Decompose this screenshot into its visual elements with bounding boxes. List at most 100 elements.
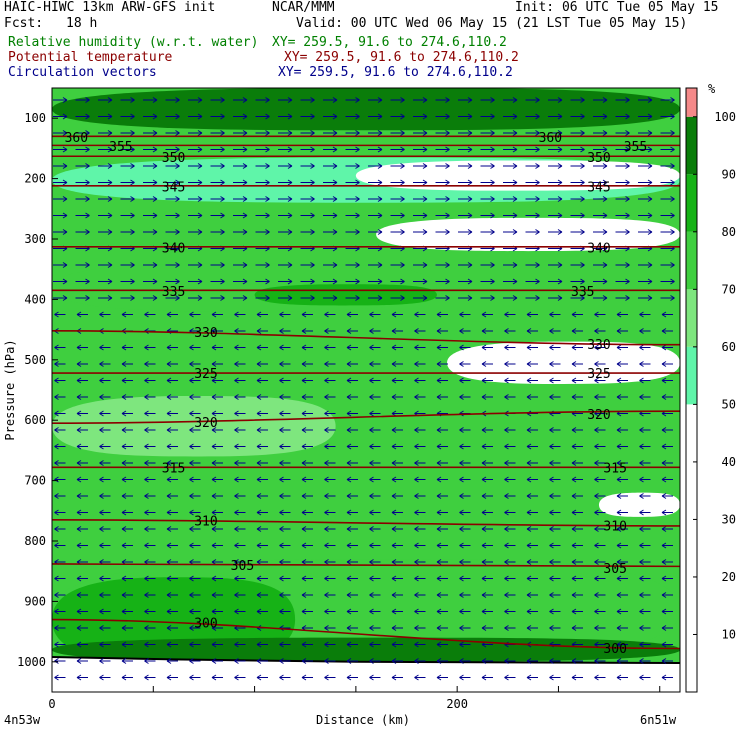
wind-vector [211,608,223,615]
wind-vector [234,311,246,318]
wind-vector [166,460,178,466]
wind-vector [435,278,450,285]
wind-vector [549,625,561,631]
wind-vector [661,361,673,367]
wind-vector [414,592,426,598]
wind-vector [661,526,673,532]
wind-vector [165,229,180,235]
wind-vector [504,460,516,466]
wind-vector [413,163,428,169]
wind-vector [570,278,585,285]
wind-vector [76,608,88,615]
wind-vector [594,542,606,549]
wind-vector [570,196,585,202]
wind-vector [53,212,68,219]
wind-vector [481,394,493,400]
wind-vector [346,394,358,400]
wind-vector [324,410,336,417]
axes: 100 200 300 400 500 600 700 800 900 1000 0 200 [17,111,661,711]
wind-vector [278,97,293,103]
wind-vector [481,493,493,499]
wind-vector [189,394,201,400]
wind-vector [166,509,178,516]
wind-vector [390,229,405,235]
wind-vector [188,163,203,169]
wind-vector [616,658,628,664]
wind-vector [324,328,336,334]
wind-vector [143,130,158,136]
rh-region [355,160,680,191]
wind-vector [76,625,88,631]
wind-vector [211,493,223,499]
wind-vector [98,212,113,219]
wind-vector [593,196,608,202]
wind-vector [504,575,516,582]
wind-vector [436,625,448,631]
wind-vector [390,278,405,285]
theta-label: 355 [624,140,647,155]
wind-vector [548,212,563,219]
wind-vector [571,526,583,532]
wind-vector [594,625,606,631]
colorbar-unit: % [708,82,716,96]
wind-vector [660,229,675,235]
wind-vector [549,311,561,318]
right-end-label: 6n51w [640,713,677,727]
wind-vector [571,542,583,549]
wind-vector [661,377,673,384]
wind-vector [548,146,563,153]
wind-vector [54,542,66,549]
wind-vector [279,674,291,681]
wind-vector [526,658,538,664]
wind-vector [459,344,471,351]
wind-vector [54,526,66,532]
wind-vector [459,460,471,466]
wind-vector [526,559,538,565]
wind-vector [436,542,448,549]
wind-vector [166,608,178,615]
wind-vector [166,361,178,367]
wind-vector [436,328,448,334]
wind-vector [480,295,495,301]
wind-vector [120,278,135,285]
wind-vector [368,146,383,153]
wind-vector [661,460,673,466]
wind-vector [616,575,628,582]
wind-vector [549,427,561,433]
wind-vector [211,625,223,631]
wind-vector [279,608,291,615]
wind-vector [639,625,651,631]
wind-vector [279,460,291,466]
wind-vector [324,476,336,483]
wind-vector [189,361,201,367]
wind-vector [368,163,383,169]
wind-vector [368,229,383,235]
wind-vector [301,410,313,417]
wind-vector [593,113,608,120]
wind-vector [300,295,315,301]
wind-vector [639,427,651,433]
wind-vector [414,608,426,615]
wind-vector [323,97,338,103]
wind-vector [436,509,448,516]
wind-vector [255,262,270,268]
wind-vector [594,575,606,582]
wind-vector [593,295,608,301]
wind-vector [98,130,113,136]
wind-vector [616,394,628,400]
wind-vector [165,146,180,153]
rh-shading [52,88,680,692]
wind-vector [188,113,203,120]
wind-vector [53,146,68,153]
wind-vector [616,641,628,648]
wind-vector [166,443,178,450]
wind-vector [525,262,540,268]
wind-vector [616,361,628,367]
wind-vector [98,163,113,169]
wind-vector [120,113,135,120]
wind-vector [279,526,291,532]
wind-vector [526,311,538,318]
wind-vector [571,493,583,499]
wind-vector [525,278,540,285]
wind-vector [279,394,291,400]
